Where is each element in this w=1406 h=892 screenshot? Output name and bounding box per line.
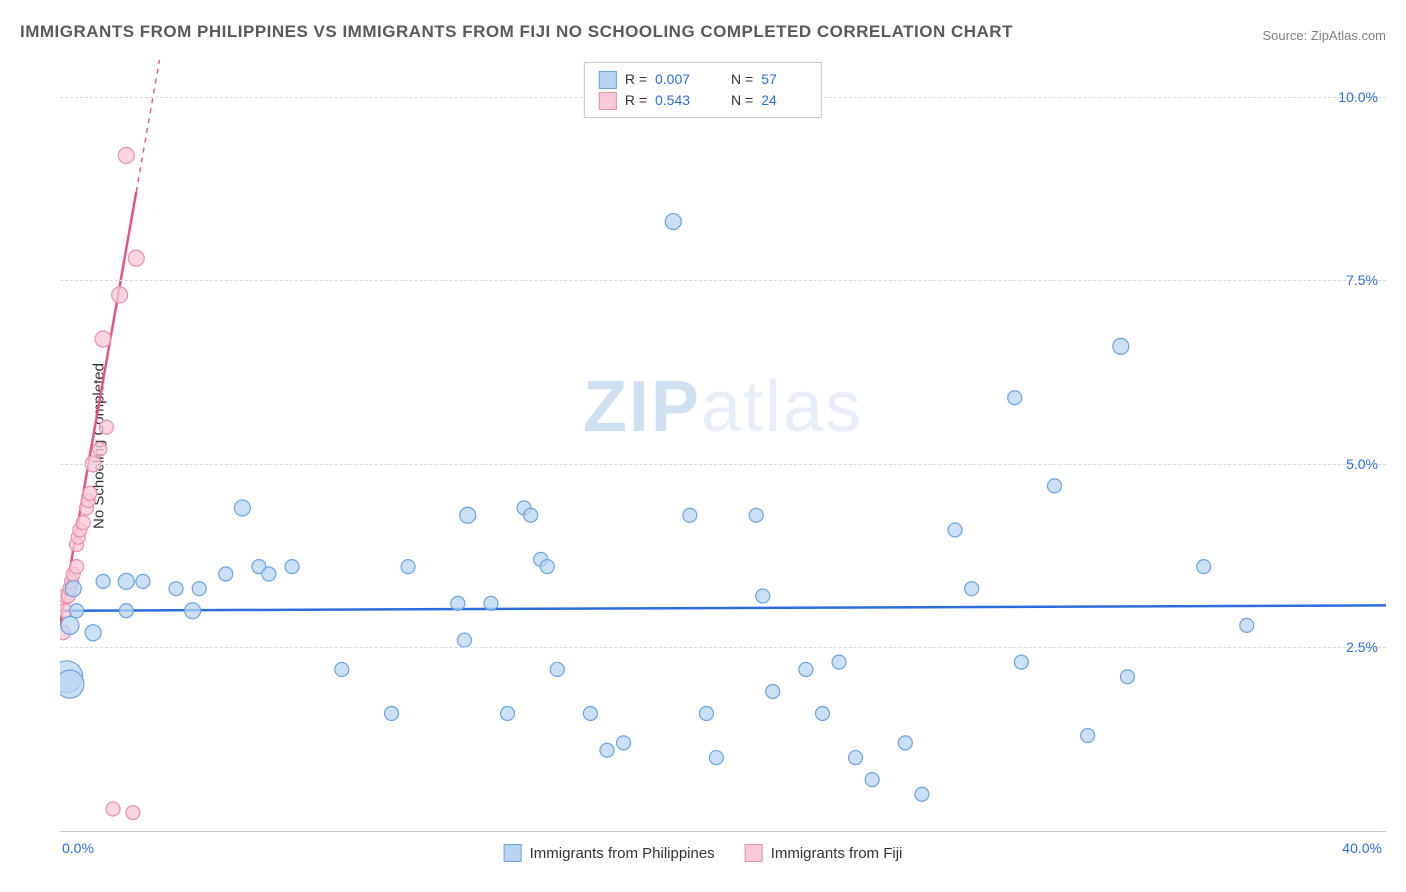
swatch-blue-icon (504, 844, 522, 862)
x-tick-left: 0.0% (62, 840, 94, 856)
source-label: Source: ZipAtlas.com (1262, 28, 1386, 43)
n-value: 24 (761, 90, 807, 111)
x-tick-right: 40.0% (1342, 840, 1382, 856)
r-value: 0.007 (655, 69, 701, 90)
r-label: R = (625, 90, 647, 111)
legend-label: Immigrants from Philippines (530, 845, 715, 862)
plot-svg (60, 60, 1386, 831)
chart-title: IMMIGRANTS FROM PHILIPPINES VS IMMIGRANT… (20, 22, 1013, 42)
n-label: N = (731, 69, 753, 90)
legend-label: Immigrants from Fiji (771, 845, 903, 862)
legend-item-blue: Immigrants from Philippines (504, 844, 715, 862)
chart-area: ZIPatlas 2.5%5.0%7.5%10.0% (60, 60, 1386, 832)
n-value: 57 (761, 69, 807, 90)
swatch-pink-icon (599, 92, 617, 110)
r-label: R = (625, 69, 647, 90)
bottom-legend: Immigrants from Philippines Immigrants f… (504, 844, 903, 862)
stats-row-pink: R = 0.543 N = 24 (599, 90, 807, 111)
stats-box: R = 0.007 N = 57 R = 0.543 N = 24 (584, 62, 822, 118)
stats-row-blue: R = 0.007 N = 57 (599, 69, 807, 90)
legend-item-pink: Immigrants from Fiji (745, 844, 903, 862)
n-label: N = (731, 90, 753, 111)
swatch-pink-icon (745, 844, 763, 862)
r-value: 0.543 (655, 90, 701, 111)
swatch-blue-icon (599, 71, 617, 89)
